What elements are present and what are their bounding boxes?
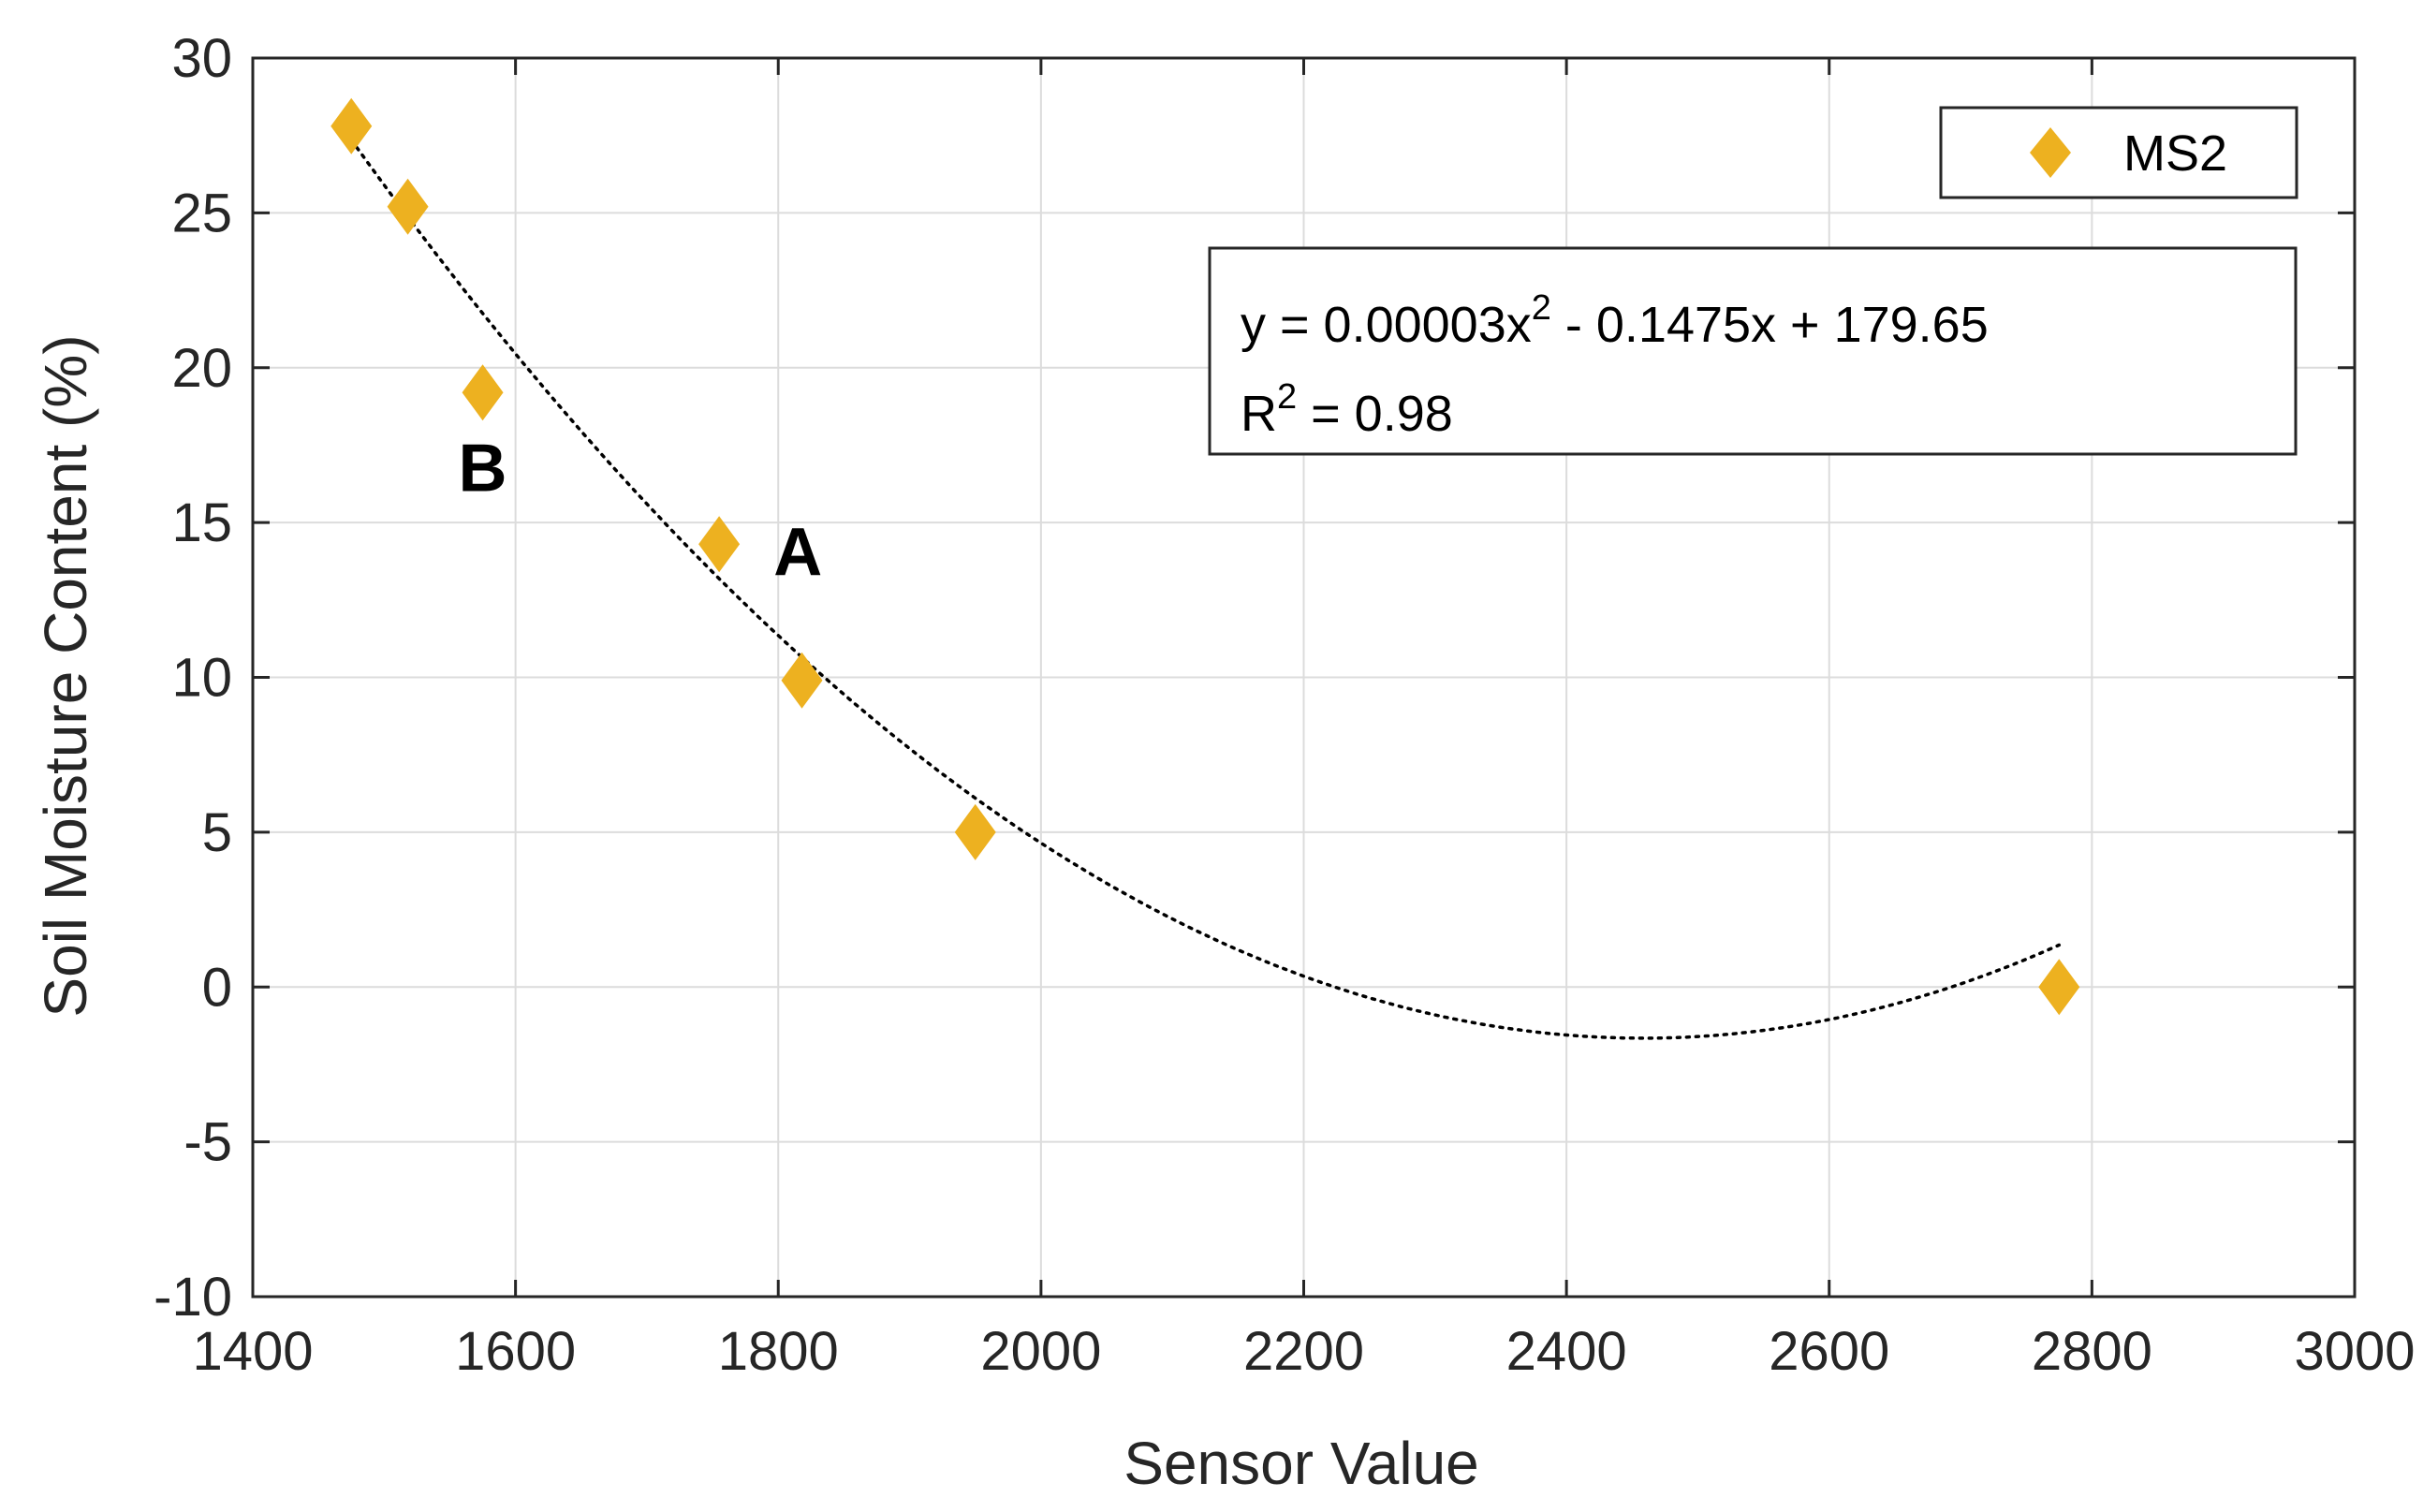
x-tick-label: 2600 xyxy=(1769,1321,1889,1382)
data-point xyxy=(2038,959,2080,1016)
annotation-label: A xyxy=(773,515,822,590)
y-tick-label: 10 xyxy=(171,648,232,709)
data-point xyxy=(330,97,373,154)
x-tick-label: 2000 xyxy=(980,1321,1101,1382)
y-tick-label: 15 xyxy=(171,492,232,553)
x-tick-label: 3000 xyxy=(2294,1321,2415,1382)
axes xyxy=(251,56,2357,1299)
equation-main: y = 0.00003x xyxy=(1241,297,1532,353)
x-tick-label: 1400 xyxy=(192,1321,313,1382)
r-squared-superscript: 2 xyxy=(1277,377,1297,417)
data-point xyxy=(698,516,741,573)
x-tick-label: 2200 xyxy=(1243,1321,1364,1382)
equation-box-frame xyxy=(1208,246,2298,456)
data-point xyxy=(781,652,823,709)
legend-box xyxy=(1939,106,2298,199)
y-tick-label: -5 xyxy=(184,1112,232,1173)
plot-frame xyxy=(251,56,2357,1299)
data-points xyxy=(330,97,2080,1016)
y-tick-label: -10 xyxy=(154,1267,232,1328)
legend-marker-icon xyxy=(2030,127,2071,178)
equation-superscript: 2 xyxy=(1532,288,1551,328)
tick-labels: 1400 1600 1800 2000 2200 2400 2600 2800 3000-10-… xyxy=(154,28,2415,1382)
r-squared-main: R xyxy=(1241,386,1277,442)
y-tick-label: 20 xyxy=(171,338,232,399)
equation-box: y = 0.00003x2 - 0.1475x + 179.65 R2 = 0.… xyxy=(1208,246,2298,456)
x-tick-label: 1600 xyxy=(455,1321,576,1382)
x-axis-title: Sensor Value xyxy=(1123,1430,1479,1497)
y-tick-label: 0 xyxy=(202,957,232,1018)
equation-rest: - 0.1475x + 179.65 xyxy=(1551,297,1989,353)
r-squared-line: R2 = 0.98 xyxy=(1241,377,1453,442)
data-point xyxy=(387,178,429,235)
y-tick-label: 25 xyxy=(171,183,232,243)
x-tick-label: 1800 xyxy=(718,1321,839,1382)
y-tick-label: 5 xyxy=(202,802,232,863)
y-tick-label: 30 xyxy=(171,28,232,89)
trendline xyxy=(349,138,2062,1040)
annotation-label: B xyxy=(459,432,507,506)
legend: MS2 xyxy=(1939,106,2298,199)
annotations: BA xyxy=(459,432,823,590)
equation-line: y = 0.00003x2 - 0.1475x + 179.65 xyxy=(1241,288,1989,353)
x-tick-label: 2400 xyxy=(1506,1321,1627,1382)
y-axis-title: Soil Moisture Content (%) xyxy=(32,334,99,1017)
data-point xyxy=(954,803,996,860)
r-squared-value: = 0.98 xyxy=(1297,386,1453,442)
x-tick-label: 2800 xyxy=(2032,1321,2152,1382)
trendline-layer xyxy=(349,138,2062,1040)
legend-label: MS2 xyxy=(2123,125,2227,182)
data-point xyxy=(462,364,504,421)
grid-lines xyxy=(252,57,2356,1298)
